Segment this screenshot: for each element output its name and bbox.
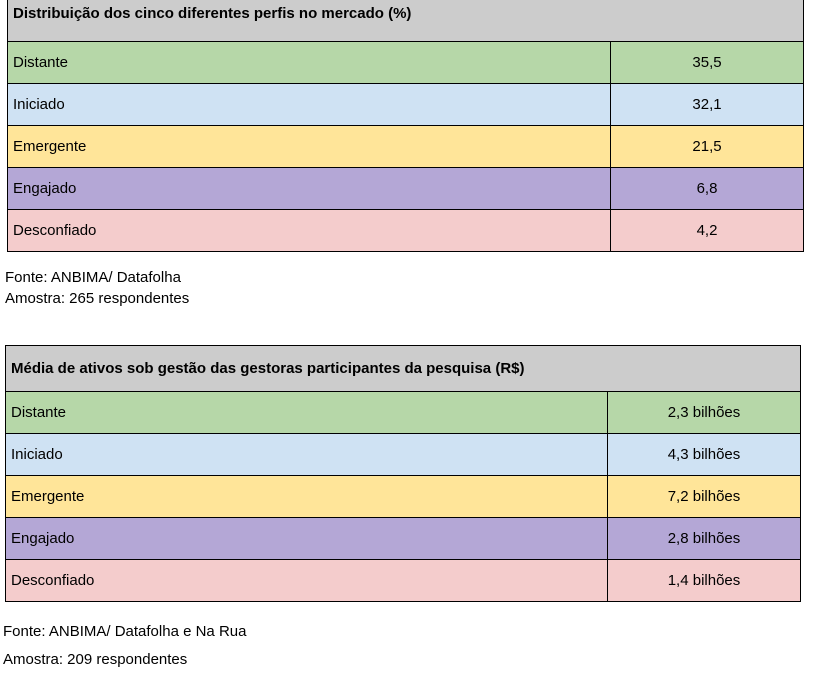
row-label: Desconfiado [7,209,611,252]
row-value: 7,2 bilhões [607,475,801,518]
row-label: Engajado [7,167,611,210]
table-header-row: Média de ativos sob gestão das gestoras … [5,345,801,392]
row-value: 4,2 [609,209,805,252]
row-value: 1,4 bilhões [607,559,801,602]
row-value: 6,8 [609,167,805,210]
profile-distribution-table: Distribuição dos cinco diferentes perfis… [6,0,805,252]
row-label: Iniciado [7,83,611,126]
table-row: Emergente 21,5 [7,125,805,168]
table-header-row: Distribuição dos cinco diferentes perfis… [6,0,805,42]
table-title: Média de ativos sob gestão das gestoras … [5,345,801,392]
row-label: Emergente [7,125,611,168]
table-row: Engajado 6,8 [7,167,805,210]
table-title: Distribuição dos cinco diferentes perfis… [6,0,805,42]
table1-sample: Amostra: 265 respondentes [5,290,190,307]
row-value: 2,3 bilhões [607,391,801,434]
row-label: Desconfiado [5,559,608,602]
table1-source: Fonte: ANBIMA/ Datafolha [5,269,181,286]
row-value: 4,3 bilhões [607,433,801,476]
row-value: 21,5 [609,125,805,168]
row-label: Engajado [5,517,608,560]
row-label: Distante [7,41,611,84]
table-row: Desconfiado 4,2 [7,209,805,252]
table-row: Distante 2,3 bilhões [5,391,801,434]
table2-sample: Amostra: 209 respondentes [3,651,188,668]
row-value: 32,1 [609,83,805,126]
table2-source: Fonte: ANBIMA/ Datafolha e Na Rua [3,623,247,640]
table-row: Desconfiado 1,4 bilhões [5,559,801,602]
table-row: Iniciado 4,3 bilhões [5,433,801,476]
row-label: Emergente [5,475,608,518]
table-row: Emergente 7,2 bilhões [5,475,801,518]
row-label: Iniciado [5,433,608,476]
table-row: Engajado 2,8 bilhões [5,517,801,560]
row-value: 35,5 [609,41,805,84]
assets-under-management-table: Média de ativos sob gestão das gestoras … [5,345,801,602]
table-row: Distante 35,5 [7,41,805,84]
row-value: 2,8 bilhões [607,517,801,560]
row-label: Distante [5,391,608,434]
table-row: Iniciado 32,1 [7,83,805,126]
